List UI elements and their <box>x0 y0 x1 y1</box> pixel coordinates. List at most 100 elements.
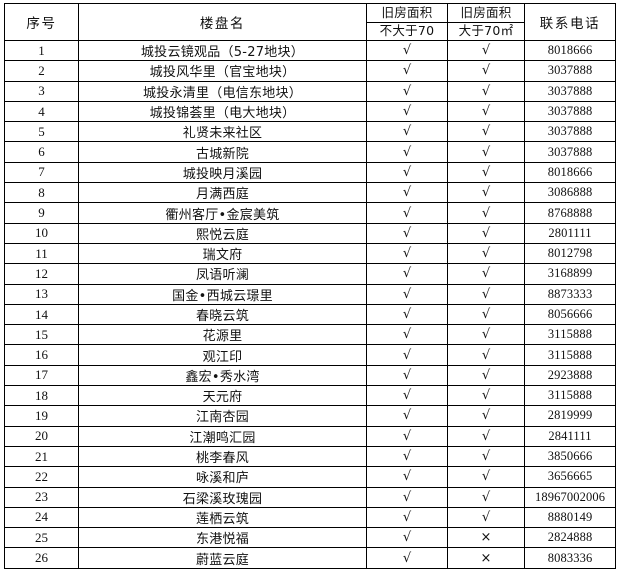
table-row: 8 月满西庭 √ √ 3086888 <box>4 182 616 204</box>
table-row: 6 古城新院 √ √ 3037888 <box>4 141 616 163</box>
cell-area-large-mark: √ <box>447 263 525 285</box>
cell-property-name: 春晓云筑 <box>78 303 367 326</box>
table-row: 17 鑫宏•秀水湾 √ √ 2923888 <box>4 364 616 387</box>
cell-area-large-mark: × <box>447 527 525 549</box>
cell-phone: 3850666 <box>524 445 616 468</box>
column-header-area-small-top: 旧房面积 <box>367 5 447 23</box>
cell-area-large-mark: √ <box>447 60 525 82</box>
cell-area-small-mark: √ <box>366 527 448 549</box>
cell-property-name: 蔚蓝云庭 <box>78 547 367 569</box>
table-row: 9 衢州客厅•金宸美筑 √ √ 8768888 <box>4 202 616 224</box>
column-header-area-small-bottom: 不大于70 <box>379 23 435 38</box>
cell-area-small-mark: √ <box>366 80 448 102</box>
cell-index: 5 <box>4 121 79 143</box>
cell-area-large-mark: √ <box>447 39 525 62</box>
cell-area-large-mark: √ <box>447 242 525 265</box>
cell-index: 21 <box>4 445 79 468</box>
cell-phone: 3168899 <box>524 263 616 285</box>
cell-area-small-mark: √ <box>366 405 448 427</box>
cell-area-large-mark: √ <box>447 80 525 102</box>
cell-area-small-mark: √ <box>366 364 448 387</box>
table-row: 10 熙悦云庭 √ √ 2801111 <box>4 222 616 244</box>
cell-area-large-mark: √ <box>447 466 525 488</box>
cell-index: 23 <box>4 486 79 508</box>
cell-phone: 8873333 <box>524 283 616 305</box>
cell-index: 14 <box>4 303 79 326</box>
cell-property-name: 天元府 <box>78 385 367 407</box>
cell-index: 3 <box>4 80 79 102</box>
cell-area-large-mark: √ <box>447 324 525 346</box>
cell-property-name: 瑞文府 <box>78 242 367 265</box>
cell-area-small-mark: √ <box>366 263 448 285</box>
cell-phone: 2824888 <box>524 527 616 549</box>
table-row: 2 城投风华里（官宝地块） √ √ 3037888 <box>4 60 616 82</box>
cell-phone: 18967002006 <box>524 486 616 508</box>
header-row: 序号 楼盘名 旧房面积 不大于70 旧房面积 大于70㎡ 联系电话 <box>4 3 616 41</box>
table-row: 21 桃李春风 √ √ 3850666 <box>4 445 616 468</box>
cell-property-name: 观江印 <box>78 344 367 366</box>
cell-property-name: 咏溪和庐 <box>78 466 367 488</box>
cell-property-name: 城投永清里（电信东地块） <box>78 80 367 102</box>
cell-phone: 8018666 <box>524 39 616 62</box>
cell-area-large-mark: √ <box>447 121 525 143</box>
cell-index: 10 <box>4 222 79 244</box>
table-row: 5 礼贤未来社区 √ √ 3037888 <box>4 121 616 143</box>
cell-phone: 3656665 <box>524 466 616 488</box>
table-header: 序号 楼盘名 旧房面积 不大于70 旧房面积 大于70㎡ 联系电话 <box>4 3 616 41</box>
table-row: 16 观江印 √ √ 3115888 <box>4 344 616 366</box>
table-body: 1 城投云镜观品（5-27地块） √ √ 8018666 2 城投风华里（官宝地块） √ √ 30… <box>4 39 616 569</box>
cell-area-large-mark: √ <box>447 141 525 163</box>
cell-index: 22 <box>4 466 79 488</box>
cell-phone: 3115888 <box>524 385 616 407</box>
column-header-area-small: 旧房面积 不大于70 <box>366 3 448 41</box>
cell-phone: 3037888 <box>524 121 616 143</box>
cell-property-name: 城投云镜观品（5-27地块） <box>78 39 367 62</box>
cell-phone: 8083336 <box>524 547 616 569</box>
cell-area-small-mark: √ <box>366 60 448 82</box>
table-row: 7 城投映月溪园 √ √ 8018666 <box>4 161 616 184</box>
table-row: 25 东港悦福 √ × 2824888 <box>4 527 616 549</box>
cell-property-name: 鑫宏•秀水湾 <box>78 364 367 387</box>
table-row: 4 城投锦荟里（电大地块） √ √ 3037888 <box>4 100 616 123</box>
cell-phone: 8768888 <box>524 202 616 224</box>
table-row: 23 石梁溪玫瑰园 √ √ 18967002006 <box>4 486 616 508</box>
cell-property-name: 衢州客厅•金宸美筑 <box>78 202 367 224</box>
cell-area-small-mark: √ <box>366 385 448 407</box>
cell-area-small-mark: √ <box>366 303 448 326</box>
cell-phone: 3037888 <box>524 60 616 82</box>
cell-property-name: 莲栖云筑 <box>78 506 367 529</box>
cell-property-name: 花源里 <box>78 324 367 346</box>
cell-phone: 3086888 <box>524 182 616 204</box>
cell-property-name: 城投风华里（官宝地块） <box>78 60 367 82</box>
cell-phone: 2923888 <box>524 364 616 387</box>
table-row: 1 城投云镜观品（5-27地块） √ √ 8018666 <box>4 39 616 62</box>
cell-property-name: 礼贤未来社区 <box>78 121 367 143</box>
cell-area-large-mark: √ <box>447 506 525 529</box>
cell-property-name: 城投映月溪园 <box>78 161 367 184</box>
table-row: 3 城投永清里（电信东地块） √ √ 3037888 <box>4 80 616 102</box>
table-row: 20 江潮鸣汇园 √ √ 2841111 <box>4 425 616 447</box>
cell-area-large-mark: √ <box>447 445 525 468</box>
cell-phone: 8012798 <box>524 242 616 265</box>
cell-area-small-mark: √ <box>366 161 448 184</box>
table-row: 13 国金•西城云璟里 √ √ 8873333 <box>4 283 616 305</box>
table-row: 14 春晓云筑 √ √ 8056666 <box>4 303 616 326</box>
cell-property-name: 月满西庭 <box>78 182 367 204</box>
cell-property-name: 国金•西城云璟里 <box>78 283 367 305</box>
cell-index: 8 <box>4 182 79 204</box>
cell-index: 9 <box>4 202 79 224</box>
table-row: 19 江南杏园 √ √ 2819999 <box>4 405 616 427</box>
cell-index: 6 <box>4 141 79 163</box>
column-header-name: 楼盘名 <box>78 3 367 41</box>
cell-index: 11 <box>4 242 79 265</box>
cell-area-large-mark: × <box>447 547 525 569</box>
cell-phone: 8018666 <box>524 161 616 184</box>
table-row: 15 花源里 √ √ 3115888 <box>4 324 616 346</box>
cell-area-small-mark: √ <box>366 547 448 569</box>
cell-area-large-mark: √ <box>447 283 525 305</box>
table-row: 22 咏溪和庐 √ √ 3656665 <box>4 466 616 488</box>
cell-index: 19 <box>4 405 79 427</box>
cell-phone: 2841111 <box>524 425 616 447</box>
cell-phone: 3115888 <box>524 344 616 366</box>
